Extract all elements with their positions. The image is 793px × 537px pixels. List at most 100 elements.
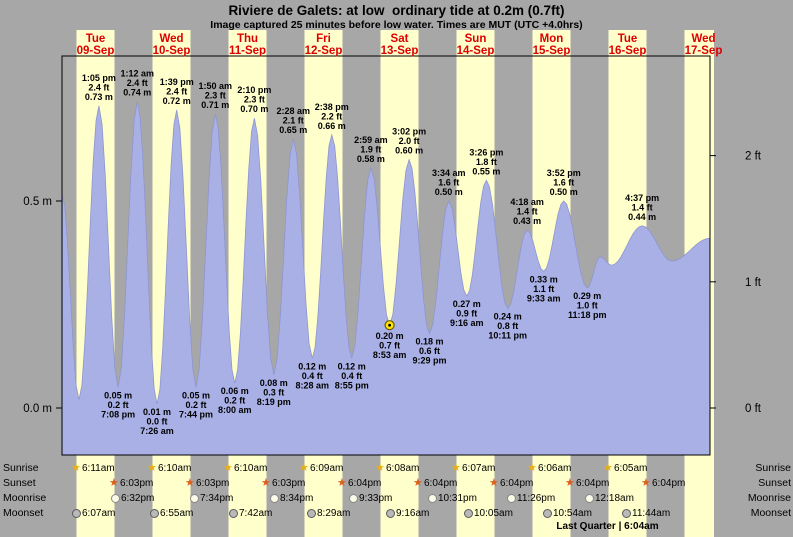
almanac-time: 6:04pm	[348, 478, 382, 489]
almanac-time: 12:18am	[595, 493, 634, 504]
almanac-time: 11:44am	[632, 508, 671, 519]
almanac-time: 11:26pm	[517, 493, 556, 504]
sunrise-star-icon: ★	[603, 462, 613, 474]
high-tide-label: 0.55 m	[472, 166, 500, 176]
low-tide-label: 0.08 m	[260, 378, 288, 388]
sunset-star-icon: ★	[489, 477, 499, 489]
high-tide-label: 1.9 ft	[360, 144, 381, 154]
low-tide-label: 9:33 am	[527, 293, 561, 303]
almanac-time: 9:33pm	[359, 493, 393, 504]
almanac-time: 7:42am	[239, 508, 273, 519]
high-tide-label: 1:39 pm	[160, 77, 194, 87]
day-name-label: Sun	[465, 33, 487, 45]
low-tide-label: 0.05 m	[104, 390, 132, 400]
moonrise-moon-icon	[507, 494, 516, 503]
low-tide-label: 0.9 ft	[456, 309, 477, 319]
low-tide-label: 11:18 pm	[568, 310, 607, 320]
almanac-time: 6:07am	[462, 463, 496, 474]
high-tide-label: 1.4 ft	[517, 207, 538, 217]
almanac-time: 7:34pm	[200, 493, 234, 504]
high-tide-label: 2.2 ft	[321, 111, 342, 121]
low-tide-label: 0.24 m	[494, 312, 522, 322]
moonset-moon-icon	[307, 509, 316, 518]
high-tide-label: 1.6 ft	[553, 178, 574, 188]
left-axis-label: 0.0 m	[23, 403, 52, 415]
high-tide-label: 0.71 m	[201, 100, 229, 110]
moonset-moon-icon	[72, 509, 81, 518]
day-date-label: 10-Sep	[153, 45, 191, 57]
almanac-time: 6:09am	[310, 463, 344, 474]
low-tide-label: 0.06 m	[221, 386, 249, 396]
sunset-star-icon: ★	[109, 477, 119, 489]
low-tide-label: 9:29 pm	[412, 356, 446, 366]
high-tide-label: 0.70 m	[240, 104, 268, 114]
low-tide-label: 0.4 ft	[302, 371, 323, 381]
almanac-time: 8:34pm	[280, 493, 314, 504]
day-name-label: Tue	[86, 33, 106, 45]
low-tide-label: 8:19 pm	[257, 397, 291, 407]
high-tide-label: 1:12 am	[121, 69, 155, 79]
high-tide-label: 1:50 am	[199, 81, 233, 91]
low-tide-label: 8:55 pm	[335, 380, 369, 390]
high-tide-label: 2.4 ft	[127, 78, 148, 88]
low-tide-label: 9:16 am	[450, 318, 484, 328]
almanac-time: 6:03pm	[120, 478, 154, 489]
high-tide-label: 2:28 am	[277, 106, 311, 116]
almanac-time: 6:04pm	[424, 478, 458, 489]
almanac-time: 10:54am	[553, 508, 592, 519]
high-tide-label: 0.65 m	[279, 125, 307, 135]
low-tide-label: 0.12 m	[338, 361, 366, 371]
day-name-label: Wed	[159, 33, 183, 45]
almanac-time: 10:31pm	[438, 493, 477, 504]
high-tide-label: 2:38 pm	[315, 102, 349, 112]
high-tide-label: 2.1 ft	[283, 115, 304, 125]
sunset-star-icon: ★	[641, 477, 651, 489]
low-tide-label: 0.12 m	[298, 361, 326, 371]
day-name-label: Tue	[618, 33, 638, 45]
moonrise-moon-icon	[428, 494, 437, 503]
high-tide-label: 4:37 pm	[625, 193, 659, 203]
right-axis-label: 0 ft	[745, 403, 762, 415]
sunrise-star-icon: ★	[147, 462, 157, 474]
almanac-time: 6:11am	[82, 463, 115, 474]
left-axis-label: 0.5 m	[23, 196, 52, 208]
low-tide-label: 8:00 am	[218, 405, 252, 415]
high-tide-label: 0.74 m	[123, 88, 151, 98]
low-tide-label: 0.3 ft	[263, 387, 284, 397]
almanac-time: 6:07am	[82, 508, 116, 519]
chart-subtitle: Image captured 25 minutes before low wat…	[210, 19, 583, 31]
sunrise-star-icon: ★	[223, 462, 233, 474]
current-time-marker-dot	[388, 323, 391, 327]
low-tide-label: 7:44 pm	[179, 409, 213, 419]
high-tide-label: 4:18 am	[510, 197, 544, 207]
low-tide-label: 0.27 m	[453, 299, 481, 309]
sunset-star-icon: ★	[185, 477, 195, 489]
sunrise-star-icon: ★	[451, 462, 461, 474]
moonset-moon-icon	[386, 509, 395, 518]
almanac-time: 6:06am	[538, 463, 572, 474]
right-axis-label: 1 ft	[745, 277, 762, 289]
high-tide-label: 0.43 m	[513, 216, 541, 226]
low-tide-label: 8:28 am	[296, 380, 330, 390]
sunset-star-icon: ★	[413, 477, 423, 489]
day-date-label: 09-Sep	[77, 45, 115, 57]
almanac-time: 6:10am	[158, 463, 192, 474]
day-date-label: 15-Sep	[533, 45, 571, 57]
moonrise-row-label-right: Moonrise	[747, 492, 791, 504]
almanac-time: 8:29am	[317, 508, 351, 519]
sunset-star-icon: ★	[261, 477, 271, 489]
almanac-time: 9:16am	[396, 508, 430, 519]
almanac-time: 10:05am	[474, 508, 513, 519]
sunrise-row-label-right: Sunrise	[755, 462, 791, 474]
moon-phase-note: Last Quarter | 6:04am	[556, 521, 659, 532]
day-name-label: Fri	[316, 33, 331, 45]
high-tide-label: 3:52 pm	[547, 168, 581, 178]
almanac-time: 6:05am	[614, 463, 648, 474]
high-tide-label: 3:02 pm	[392, 127, 426, 137]
high-tide-label: 0.66 m	[318, 121, 346, 131]
day-date-label: 16-Sep	[609, 45, 647, 57]
day-date-label: 12-Sep	[305, 45, 343, 57]
low-tide-label: 0.4 ft	[341, 371, 362, 381]
